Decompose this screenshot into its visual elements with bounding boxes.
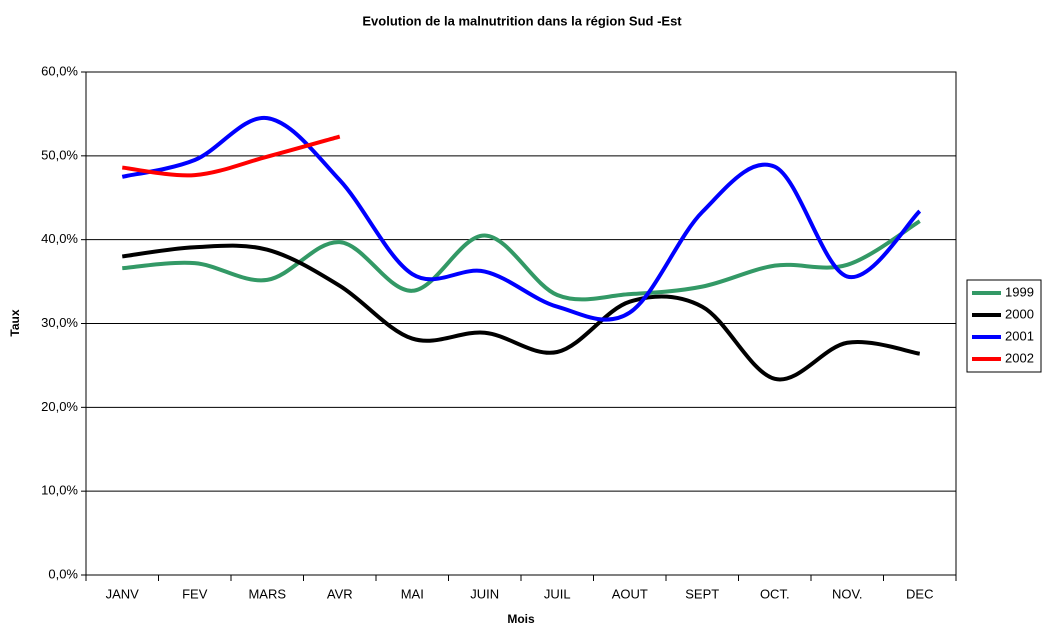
legend-label: 2002 — [1005, 350, 1034, 365]
y-tick-label: 20,0% — [41, 399, 78, 414]
legend-box — [966, 279, 1042, 373]
y-tick-label: 10,0% — [41, 483, 78, 498]
y-tick-label: 50,0% — [41, 147, 78, 162]
x-tick-label: JANV — [106, 586, 140, 601]
x-tick-label: AOUT — [612, 586, 648, 601]
x-tick-label: JUIL — [544, 586, 571, 601]
series-line — [121, 116, 922, 322]
x-axis-label: Mois — [507, 612, 535, 626]
x-tick-label: MAI — [401, 586, 424, 601]
legend-label: 2001 — [1005, 328, 1034, 343]
legend-label: 1999 — [1005, 284, 1034, 299]
legend-label: 2000 — [1005, 306, 1034, 321]
x-tick-label: MARS — [248, 586, 286, 601]
x-tick-label: NOV. — [832, 586, 863, 601]
x-tick-label: FEV — [182, 586, 208, 601]
series-line — [122, 134, 341, 178]
y-tick-label: 30,0% — [41, 315, 78, 330]
x-tick-label: DEC — [906, 586, 933, 601]
y-axis-label: Taux — [8, 309, 22, 336]
x-tick-label: SEPT — [685, 586, 719, 601]
x-tick-label: OCT. — [760, 586, 790, 601]
chart-title: Evolution de la malnutrition dans la rég… — [362, 13, 682, 28]
x-tick-label: AVR — [327, 586, 353, 601]
y-tick-label: 60,0% — [41, 63, 78, 78]
y-tick-label: 0,0% — [48, 566, 78, 581]
series-line — [122, 219, 921, 302]
x-tick-label: JUIN — [470, 586, 499, 601]
y-tick-label: 40,0% — [41, 231, 78, 246]
series-line — [121, 243, 921, 382]
